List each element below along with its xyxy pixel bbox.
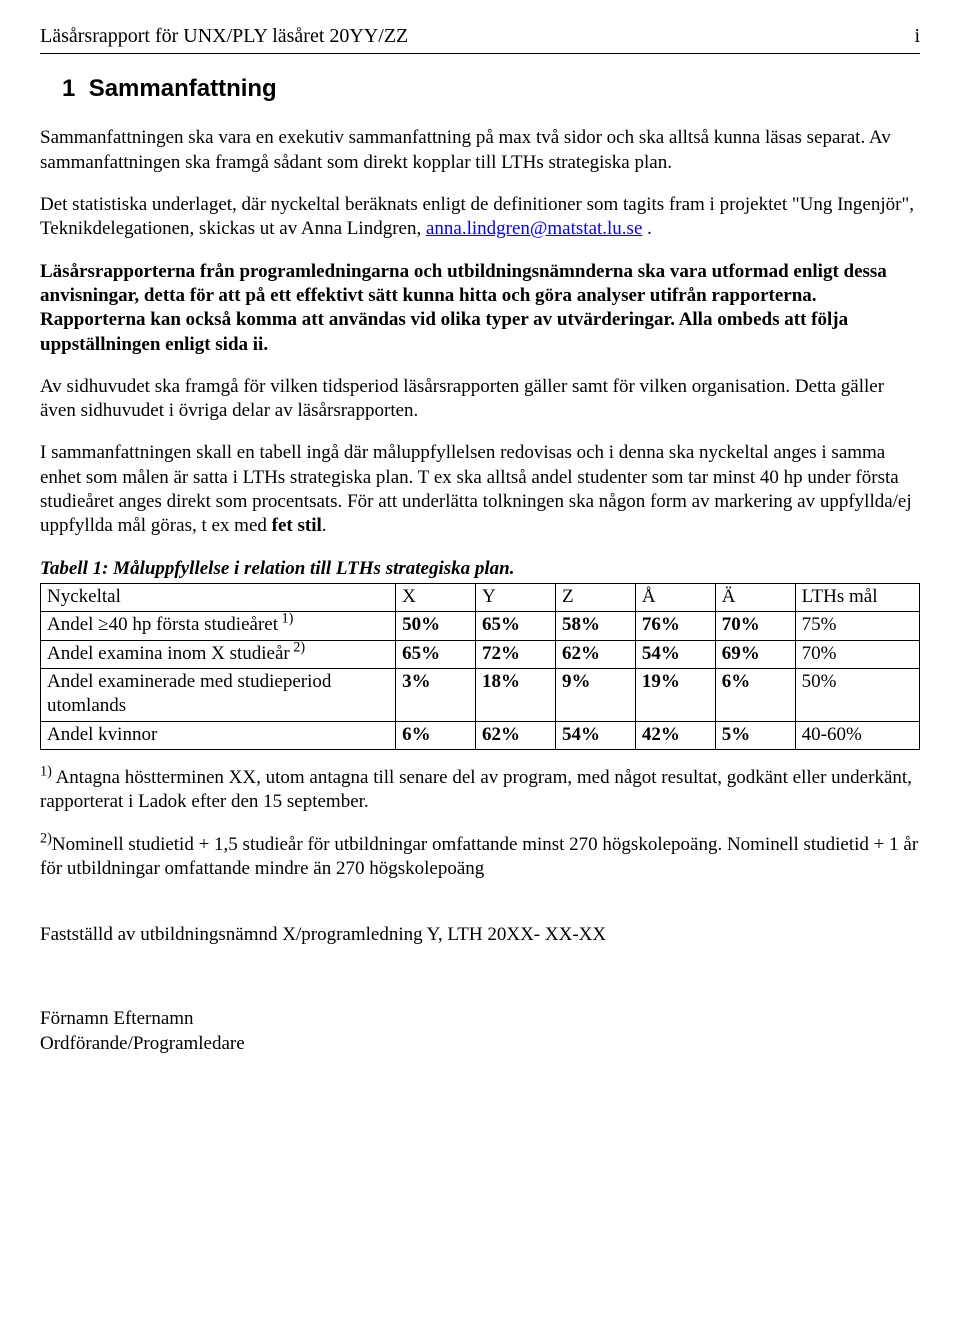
paragraph-3-bold: Läsårsrapporterna från programledningarn…: [40, 260, 920, 357]
table-cell: 70%: [715, 612, 795, 640]
table-cell-goal: 40-60%: [795, 721, 919, 749]
table-cell: 50%: [396, 612, 476, 640]
footnote-1: 1) Antagna höstterminen XX, utom antagna…: [40, 766, 920, 815]
section-title: Sammanfattning: [89, 75, 277, 102]
paragraph-4: Av sidhuvudet ska framgå för vilken tids…: [40, 375, 920, 424]
table-row: Andel ≥40 hp första studieåret 1)50%65%5…: [41, 612, 920, 640]
table-cell: 19%: [635, 668, 715, 721]
table-row-label: Andel examinerade med studieperiod utoml…: [41, 668, 396, 721]
section-heading: 1 Sammanfattning: [62, 74, 920, 105]
table-header-cell: LTHs mål: [795, 584, 919, 612]
table-row: Andel examina inom X studieår 2)65%72%62…: [41, 640, 920, 668]
table-cell: 5%: [715, 721, 795, 749]
table-cell: 54%: [635, 640, 715, 668]
table-cell: 3%: [396, 668, 476, 721]
footnote-2-sup: 2): [40, 830, 52, 846]
page-header: Läsårsrapport för UNX/PLY läsåret 20YY/Z…: [40, 24, 920, 54]
paragraph-5-text: I sammanfattningen skall en tabell ingå …: [40, 442, 912, 536]
table-cell-goal: 50%: [795, 668, 919, 721]
table-cell: 69%: [715, 640, 795, 668]
table-row: Andel examinerade med studieperiod utoml…: [41, 668, 920, 721]
header-title: Läsårsrapport för UNX/PLY läsåret 20YY/Z…: [40, 24, 408, 50]
footnote-1-text: Antagna höstterminen XX, utom antagna ti…: [40, 767, 912, 812]
table-row: Andel kvinnor6%62%54%42%5%40-60%: [41, 721, 920, 749]
footnote-2-text: Nominell studietid + 1,5 studieår för ut…: [40, 834, 918, 879]
email-link[interactable]: anna.lindgren@matstat.lu.se: [426, 218, 642, 239]
table-header-cell: X: [396, 584, 476, 612]
table-row-label: Andel ≥40 hp första studieåret 1): [41, 612, 396, 640]
table-header-cell: Nyckeltal: [41, 584, 396, 612]
table-cell: 62%: [555, 640, 635, 668]
spacer: [40, 899, 920, 923]
table-cell-goal: 75%: [795, 612, 919, 640]
kpi-table: Nyckeltal X Y Z Å Ä LTHs mål Andel ≥40 h…: [40, 583, 920, 750]
table-cell: 42%: [635, 721, 715, 749]
approval-line: Fastställd av utbildningsnämnd X/program…: [40, 923, 920, 947]
page: Läsårsrapport för UNX/PLY läsåret 20YY/Z…: [0, 0, 960, 1096]
table-header-cell: Z: [555, 584, 635, 612]
table-cell: 72%: [476, 640, 556, 668]
table-header-cell: Å: [635, 584, 715, 612]
table-header-row: Nyckeltal X Y Z Å Ä LTHs mål: [41, 584, 920, 612]
table-body: Andel ≥40 hp första studieåret 1)50%65%5…: [41, 612, 920, 750]
section-number: 1: [62, 75, 75, 102]
table-cell: 65%: [476, 612, 556, 640]
table-cell: 65%: [396, 640, 476, 668]
paragraph-2-b: .: [642, 218, 652, 239]
table-cell: 9%: [555, 668, 635, 721]
table-cell: 58%: [555, 612, 635, 640]
table-cell: 54%: [555, 721, 635, 749]
table-cell: 62%: [476, 721, 556, 749]
table-cell-goal: 70%: [795, 640, 919, 668]
table-caption: Tabell 1: Måluppfyllelse i relation till…: [40, 557, 920, 581]
table-cell: 76%: [635, 612, 715, 640]
signature-role: Ordförande/Programledare: [40, 1032, 920, 1056]
table-cell: 6%: [396, 721, 476, 749]
paragraph-5-bold: fet stil: [272, 515, 322, 536]
table-header-cell: Y: [476, 584, 556, 612]
paragraph-5-tail: .: [322, 515, 327, 536]
table-cell: 18%: [476, 668, 556, 721]
footnote-2: 2)Nominell studietid + 1,5 studieår för …: [40, 833, 920, 882]
table-row-label: Andel examina inom X studieår 2): [41, 640, 396, 668]
table-row-label: Andel kvinnor: [41, 721, 396, 749]
footnote-1-sup: 1): [40, 764, 52, 780]
paragraph-5: I sammanfattningen skall en tabell ingå …: [40, 441, 920, 538]
signature-name: Förnamn Efternamn: [40, 1007, 920, 1031]
table-header-cell: Ä: [715, 584, 795, 612]
page-number: i: [914, 24, 920, 50]
signature-block: Förnamn Efternamn Ordförande/Programleda…: [40, 1007, 920, 1056]
paragraph-1: Sammanfattningen ska vara en exekutiv sa…: [40, 126, 920, 175]
table-cell: 6%: [715, 668, 795, 721]
paragraph-2: Det statistiska underlaget, där nyckelta…: [40, 193, 920, 242]
